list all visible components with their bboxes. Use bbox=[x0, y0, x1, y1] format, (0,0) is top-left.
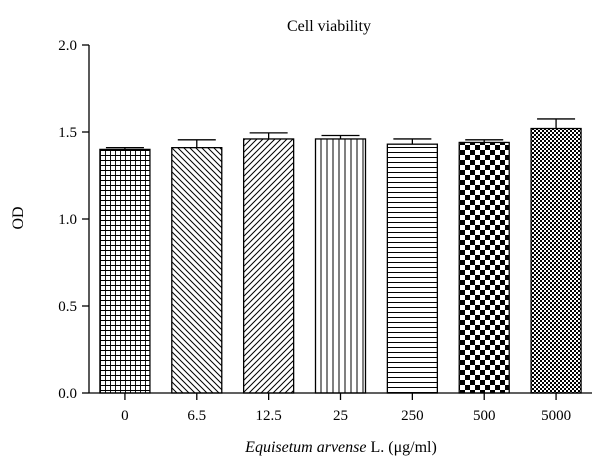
chart-title: Cell viability bbox=[287, 18, 371, 35]
x-tick-label: 6.5 bbox=[187, 408, 206, 424]
y-tick-label: 1.5 bbox=[58, 125, 77, 141]
x-axis-ticks: 0 6.5 12.5 25 250 500 5000 bbox=[121, 393, 571, 424]
x-axis-label: Equisetum arvense L. (μg/ml) bbox=[244, 439, 437, 456]
y-tick-label: 0.5 bbox=[58, 299, 77, 315]
bar-500 bbox=[458, 141, 510, 394]
x-tick-label: 250 bbox=[401, 408, 424, 424]
y-axis-ticks: 0.0 0.5 1.0 1.5 2.0 bbox=[58, 38, 89, 402]
y-tick-label: 0.0 bbox=[58, 386, 77, 402]
x-axis-label-rest: L. (μg/ml) bbox=[366, 439, 436, 456]
y-tick-label: 2.0 bbox=[58, 38, 77, 54]
x-tick-label: 0 bbox=[121, 408, 129, 424]
bar-5000 bbox=[530, 127, 582, 394]
x-axis-label-italic: Equisetum arvense bbox=[244, 439, 366, 456]
bar-250 bbox=[386, 143, 439, 394]
chart-marks bbox=[99, 118, 582, 394]
y-tick-label: 1.0 bbox=[58, 212, 77, 228]
bar-25 bbox=[314, 138, 367, 394]
x-tick-label: 12.5 bbox=[256, 408, 282, 424]
x-tick-label: 500 bbox=[473, 408, 496, 424]
bar-12.5 bbox=[242, 138, 295, 394]
y-axis-label: OD bbox=[10, 206, 27, 229]
bar-0 bbox=[99, 148, 151, 394]
bar-6.5 bbox=[171, 147, 223, 394]
x-tick-label: 25 bbox=[333, 408, 348, 424]
x-tick-label: 5000 bbox=[541, 408, 571, 424]
